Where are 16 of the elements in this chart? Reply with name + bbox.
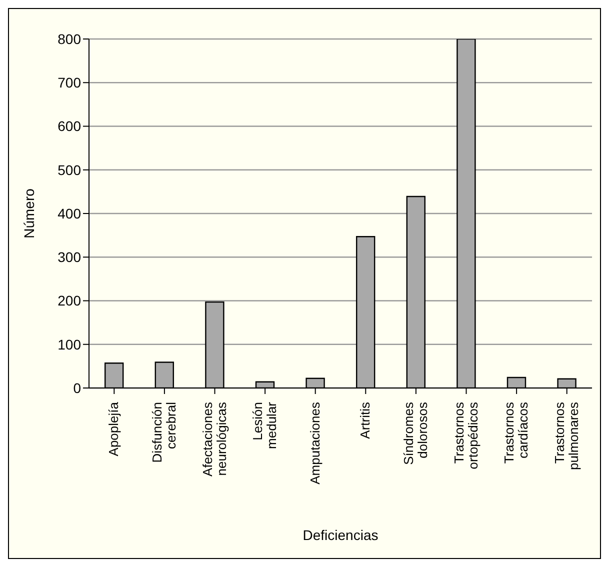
- y-tick-label: 0: [73, 380, 82, 396]
- x-tick-label: Amputaciones: [307, 402, 322, 484]
- y-tick-label: 600: [58, 118, 82, 134]
- y-tick-label: 700: [58, 74, 82, 91]
- x-tick-label: Disfunción cerebral: [149, 402, 178, 463]
- y-tick-label: 800: [58, 30, 82, 47]
- x-tick-label: Artritis: [358, 402, 373, 439]
- y-tick-label: 200: [58, 292, 82, 309]
- y-tick-label: 100: [58, 336, 82, 352]
- y-tick-label: 500: [58, 162, 82, 178]
- y-axis-title: Número: [20, 188, 37, 238]
- x-axis-title: Deficiencias: [302, 527, 378, 543]
- x-tick-label: Apoplejía: [106, 401, 122, 456]
- x-tick-label: Síndromes dolorosos: [400, 402, 430, 465]
- y-tick-label: 300: [58, 249, 82, 266]
- y-tick-label: 400: [58, 205, 82, 222]
